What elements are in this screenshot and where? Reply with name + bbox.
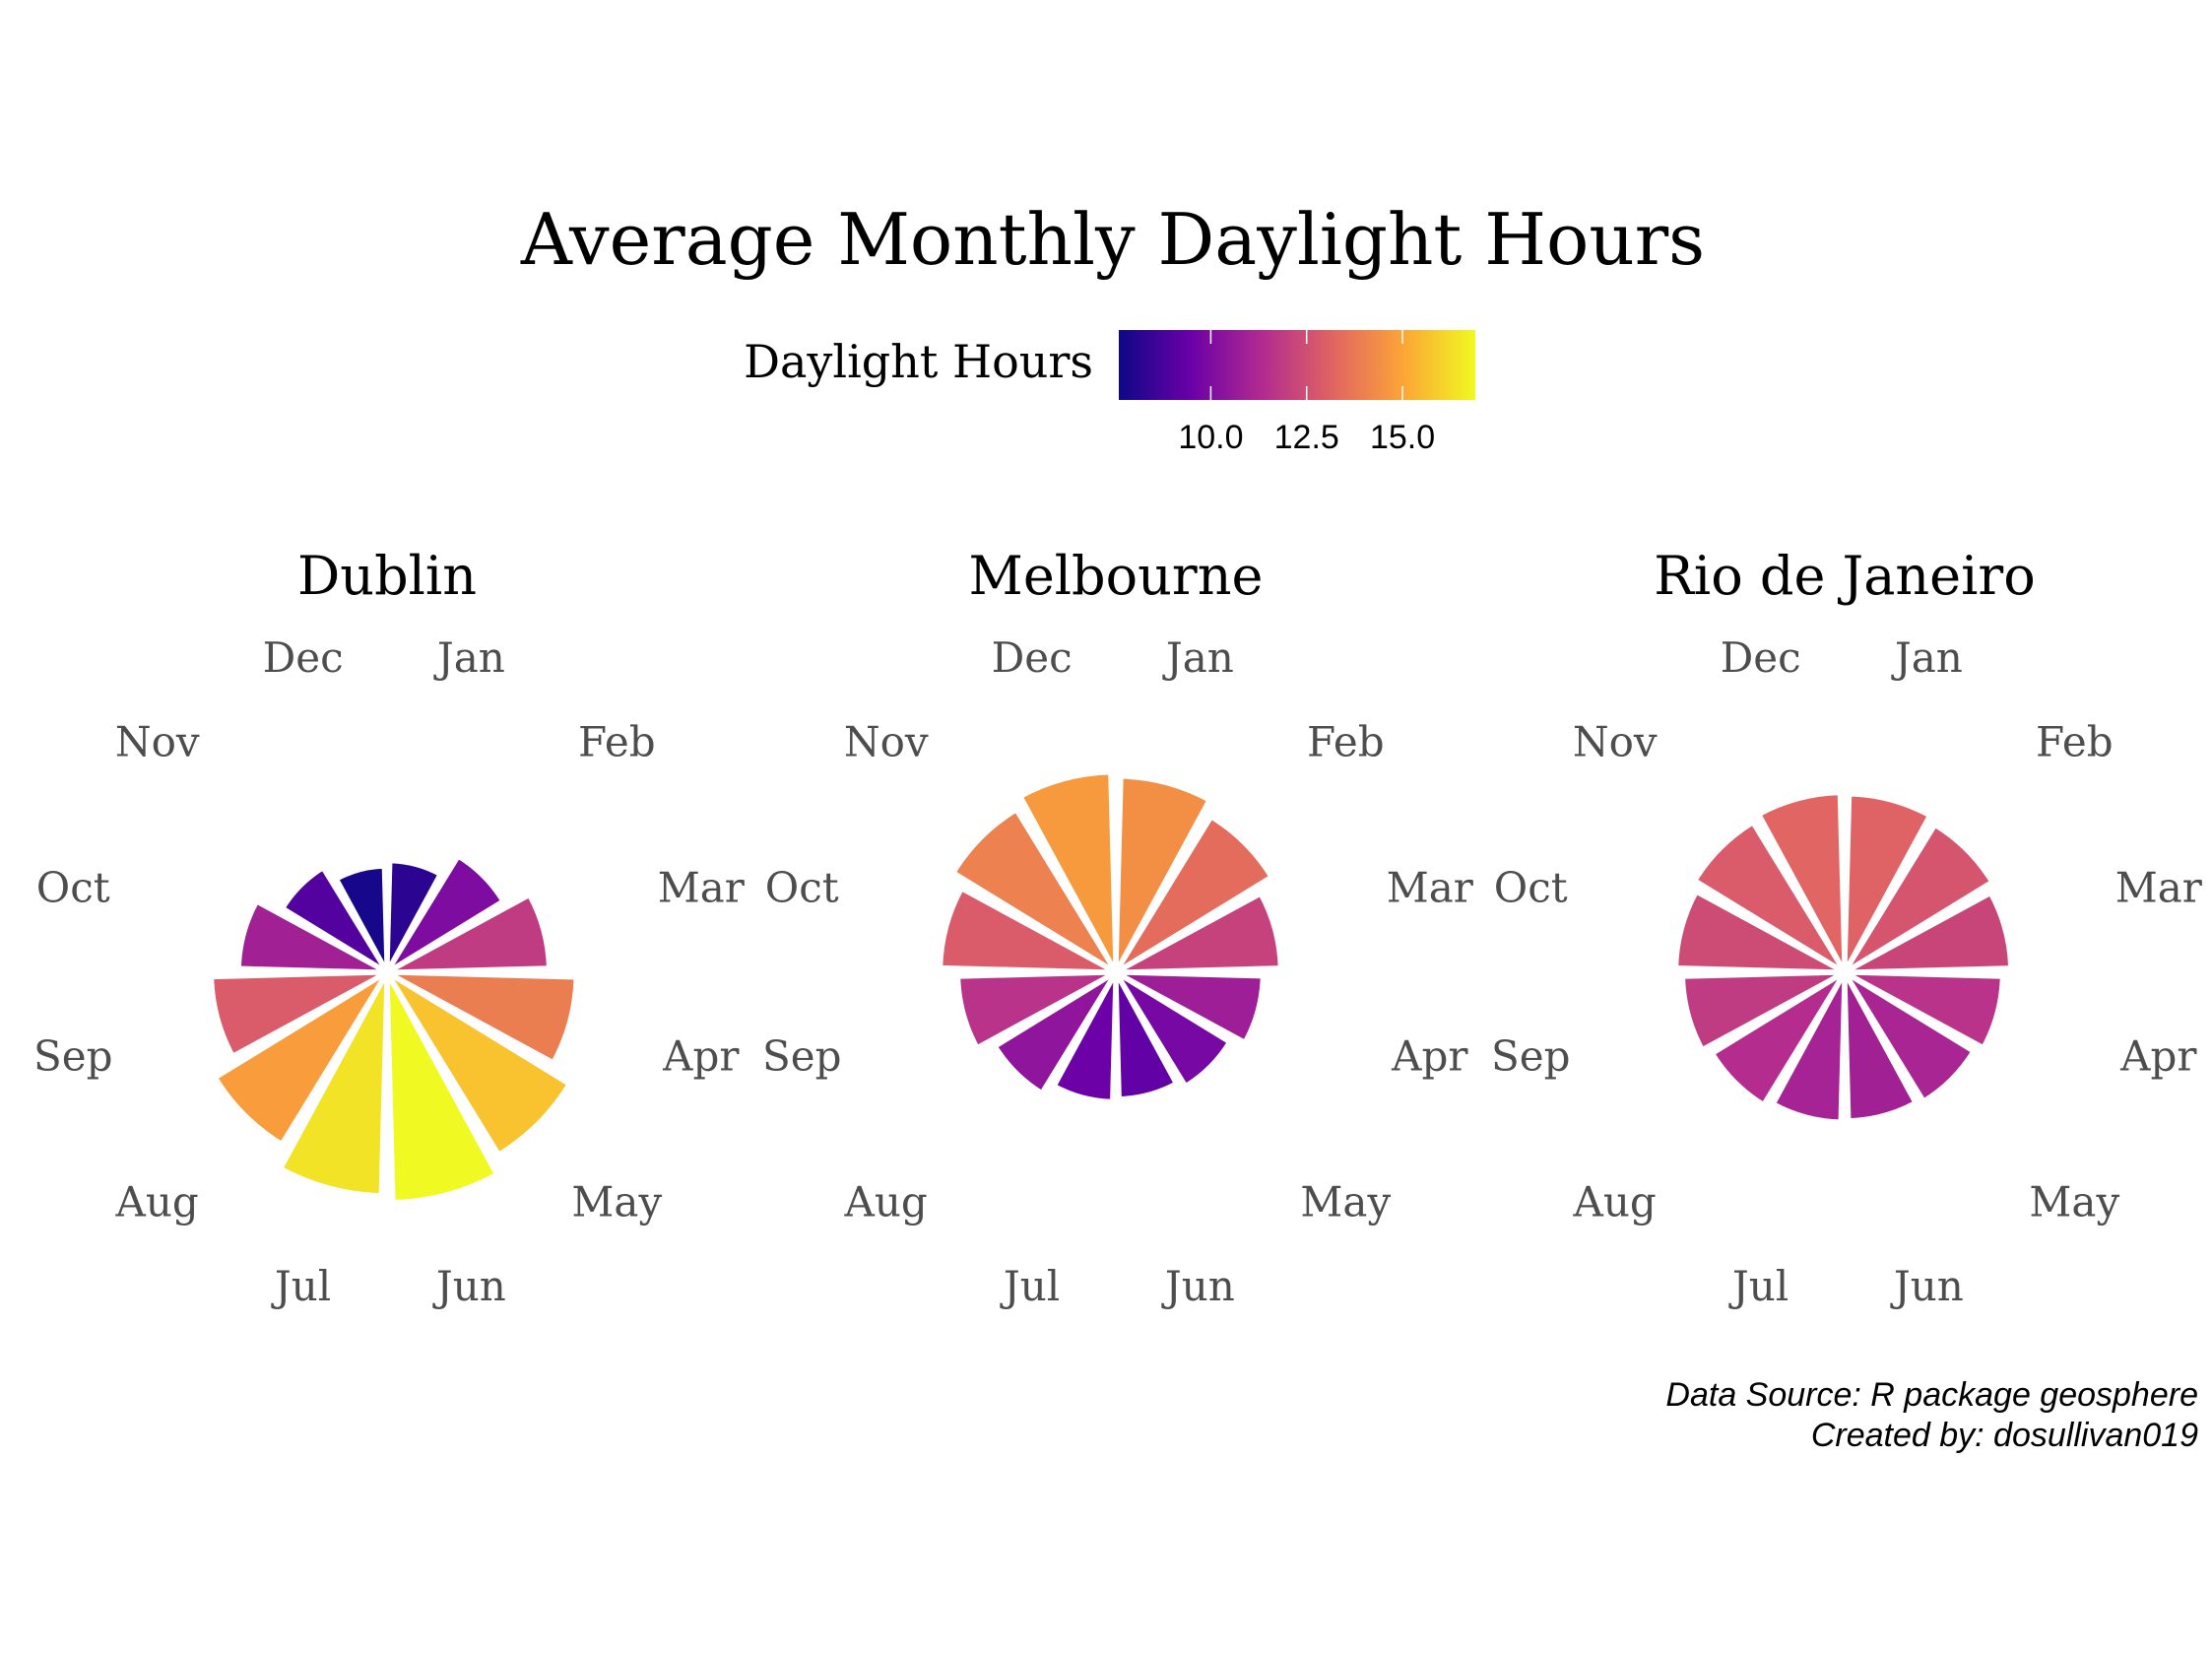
bar-nov — [1692, 820, 1848, 975]
bar-jan — [1113, 773, 1212, 975]
chart-title: Average Monthly Daylight Hours — [520, 198, 1705, 281]
month-label: Dec — [992, 633, 1073, 682]
bar-feb — [1842, 822, 1995, 975]
bar-may — [384, 969, 572, 1158]
month-label: May — [571, 1177, 662, 1225]
bar-jun — [1113, 969, 1179, 1102]
panel-title: Dublin — [297, 545, 477, 607]
month-label: Oct — [1494, 864, 1568, 912]
month-label: Jun — [432, 1262, 506, 1310]
month-label: Jul — [271, 1262, 331, 1310]
month-label: Mar — [658, 864, 746, 912]
legend-tick-label: 15.0 — [1370, 419, 1435, 456]
month-label: Aug — [844, 1177, 928, 1225]
month-label: Feb — [578, 718, 656, 766]
panel-title: Rio de Janeiro — [1654, 545, 2035, 607]
caption: Data Source: R package geosphere Created… — [1665, 1376, 2198, 1454]
bar-dec — [334, 863, 390, 975]
bar-jan — [384, 858, 443, 975]
bar-apr — [1842, 969, 2005, 1051]
panel-dublin: Dublin Jan Feb Mar Apr May Jun Jul Aug Sep Oct Nov D… — [33, 545, 746, 1310]
month-label: Jan — [433, 633, 505, 682]
bar-dec — [1756, 790, 1848, 975]
bar-jul — [1051, 969, 1119, 1104]
bar-may — [1842, 969, 1977, 1104]
month-label: Jan — [1162, 633, 1234, 682]
legend-ticks: 10.0 12.5 15.0 — [1178, 330, 1435, 456]
bar-jan — [1842, 791, 1932, 975]
month-label: Nov — [115, 718, 200, 766]
month-label: Sep — [762, 1031, 842, 1080]
bar-aug — [1710, 969, 1848, 1107]
month-label: Apr — [1391, 1031, 1468, 1080]
panel-rio-de-janeiro: Rio de Janeiro Jan Feb Mar Apr May Jun Jul Aug Se… — [1491, 545, 2203, 1310]
month-label: Feb — [2036, 718, 2114, 766]
bar-oct — [235, 898, 390, 975]
panel-title: Melbourne — [969, 545, 1264, 607]
bar-feb — [1113, 814, 1274, 975]
month-label: Jul — [1728, 1262, 1789, 1310]
bar-aug — [992, 969, 1119, 1096]
panels: Dublin Jan Feb Mar Apr May Jun Jul Aug Sep Oct Nov D… — [33, 545, 2203, 1310]
month-label: Aug — [1573, 1177, 1657, 1225]
month-label: Apr — [2119, 1031, 2197, 1080]
bar-feb — [384, 853, 506, 975]
legend-tick-label: 12.5 — [1274, 419, 1339, 456]
bar-may — [1113, 969, 1233, 1090]
legend-title: Daylight Hours — [744, 335, 1093, 388]
bar-apr — [1113, 969, 1266, 1045]
bar-sep — [1680, 969, 1848, 1052]
month-label: Nov — [1573, 718, 1658, 766]
bar-mar — [384, 893, 552, 975]
bar-jun — [1842, 969, 1919, 1124]
bar-oct — [1673, 889, 1848, 975]
bar-nov — [950, 807, 1119, 975]
month-label: Feb — [1307, 718, 1385, 766]
month-label: Jun — [1890, 1262, 1964, 1310]
bar-aug — [213, 969, 390, 1147]
month-label: Mar — [2115, 864, 2203, 912]
bar-oct — [938, 886, 1119, 975]
legend-colorbar — [1119, 330, 1475, 400]
month-label: May — [2029, 1177, 2119, 1225]
bar-jun — [384, 969, 499, 1206]
month-label: Nov — [844, 718, 929, 766]
caption-line-2: Created by: dosullivan019 — [1811, 1417, 2198, 1454]
bar-apr — [384, 969, 579, 1066]
month-label: Apr — [662, 1031, 740, 1080]
bar-nov — [280, 865, 390, 975]
panel-melbourne: Melbourne Jan Feb Mar Apr May Jun Jul Aug Sep Oct N… — [762, 545, 1474, 1310]
bar-sep — [955, 969, 1119, 1051]
month-label: Dec — [263, 633, 344, 682]
month-label: Jul — [1000, 1262, 1060, 1310]
month-label: Jun — [1161, 1262, 1235, 1310]
legend-tick-label: 10.0 — [1178, 419, 1243, 456]
bar-dec — [1017, 769, 1119, 975]
month-label: Sep — [33, 1031, 113, 1080]
month-label: Jan — [1891, 633, 1963, 682]
bar-jul — [278, 969, 390, 1199]
bar-sep — [209, 969, 390, 1059]
month-label: May — [1300, 1177, 1391, 1225]
legend: Daylight Hours 10.0 12.5 15.0 — [744, 330, 1475, 456]
bar-mar — [1113, 891, 1283, 975]
month-label: Dec — [1721, 633, 1801, 682]
bar-mar — [1842, 891, 2014, 975]
caption-line-1: Data Source: R package geosphere — [1665, 1376, 2198, 1414]
month-label: Oct — [765, 864, 839, 912]
month-label: Aug — [115, 1177, 199, 1225]
bar-jul — [1770, 969, 1848, 1125]
month-label: Mar — [1387, 864, 1474, 912]
month-label: Oct — [36, 864, 110, 912]
month-label: Sep — [1491, 1031, 1571, 1080]
